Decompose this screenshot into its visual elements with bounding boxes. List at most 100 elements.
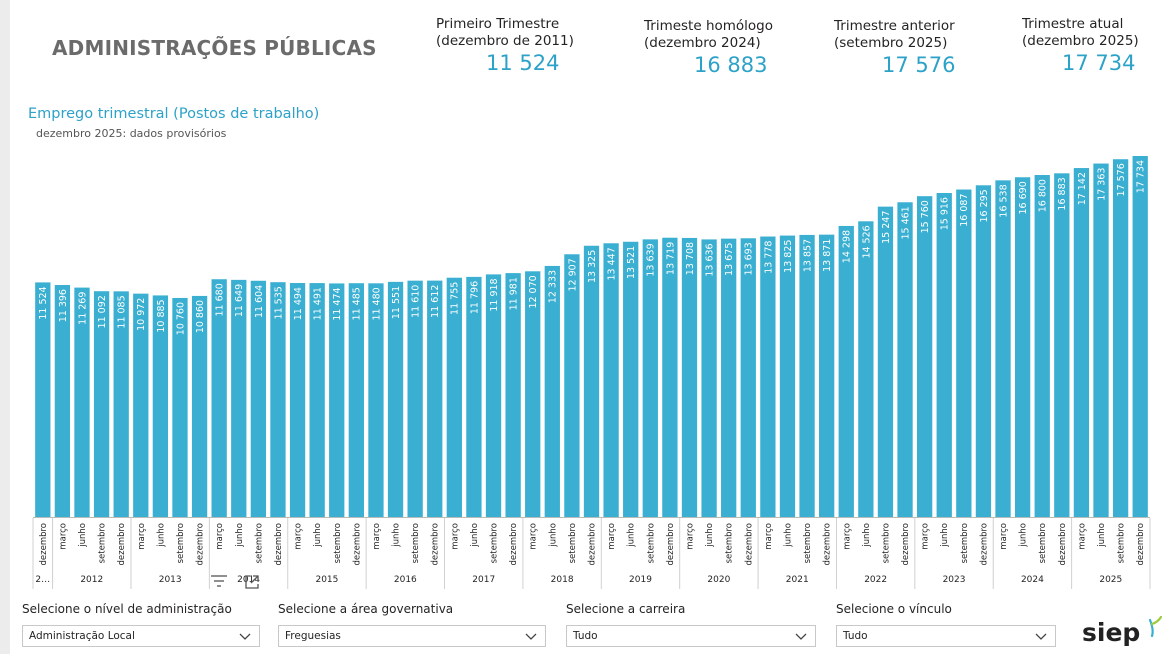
bar[interactable] xyxy=(35,282,51,517)
bar[interactable] xyxy=(133,293,149,517)
bar[interactable] xyxy=(1093,163,1109,518)
bar[interactable] xyxy=(407,280,423,517)
bar[interactable] xyxy=(858,221,874,518)
quarter-label: junho xyxy=(627,523,637,548)
quarter-label: março xyxy=(294,523,304,550)
quarter-label: dezembro xyxy=(823,523,833,566)
bar[interactable] xyxy=(819,234,835,517)
bar[interactable] xyxy=(956,189,972,517)
bar[interactable] xyxy=(1034,175,1050,517)
bar[interactable] xyxy=(329,283,345,517)
bar[interactable] xyxy=(466,276,482,517)
bar[interactable] xyxy=(191,295,208,517)
bar[interactable] xyxy=(289,283,306,517)
bar[interactable] xyxy=(152,295,169,517)
bar-value-label: 11 474 xyxy=(332,287,343,320)
bar[interactable] xyxy=(838,225,854,517)
bar[interactable] xyxy=(799,234,815,518)
bar[interactable] xyxy=(54,285,71,517)
bar[interactable] xyxy=(897,202,913,517)
bar[interactable] xyxy=(348,283,364,517)
bar[interactable] xyxy=(505,273,521,517)
bar[interactable] xyxy=(1073,168,1090,518)
kpi-card-current-quarter: Trimestre atual (dezembro 2025) 17 734 xyxy=(1022,16,1139,75)
bar-value-label: 11 494 xyxy=(293,287,304,320)
focus-mode-icon[interactable] xyxy=(244,574,260,590)
bar[interactable] xyxy=(1112,159,1129,517)
bar[interactable] xyxy=(583,245,600,517)
page-title: ADMINISTRAÇÕES PÚBLICAS xyxy=(52,36,377,60)
bar-value-label: 12 070 xyxy=(528,275,539,308)
bar-value-label: 10 972 xyxy=(136,298,147,331)
bar[interactable] xyxy=(779,235,796,517)
siep-logo: siep xyxy=(1082,615,1163,647)
bar[interactable] xyxy=(995,180,1011,517)
bar[interactable] xyxy=(760,236,776,517)
bar-value-label: 11 480 xyxy=(371,287,382,320)
career-dropdown[interactable]: Tudo xyxy=(566,625,816,647)
bar[interactable] xyxy=(93,291,110,517)
governative-area-dropdown[interactable]: Freguesias xyxy=(278,625,546,647)
bar[interactable] xyxy=(250,280,267,517)
bar-value-label: 11 491 xyxy=(313,287,324,320)
filter-career: Selecione a carreira Tudo xyxy=(566,602,816,647)
quarter-label: junho xyxy=(940,523,950,548)
bar[interactable] xyxy=(113,291,129,517)
bar[interactable] xyxy=(270,282,286,517)
bar[interactable] xyxy=(740,238,756,517)
bar-value-label: 15 760 xyxy=(920,200,931,233)
year-label: 2022 xyxy=(864,575,887,585)
dropdown-value: Freguesias xyxy=(285,630,341,642)
bar[interactable] xyxy=(564,254,580,517)
bar[interactable] xyxy=(917,196,933,517)
year-label: 2013 xyxy=(159,575,182,585)
bar-value-label: 13 825 xyxy=(783,240,794,273)
bar[interactable] xyxy=(485,274,502,517)
bar[interactable] xyxy=(1014,177,1031,517)
bar[interactable] xyxy=(721,238,737,517)
quarter-label: setembro xyxy=(881,523,891,563)
bar-value-label: 11 485 xyxy=(352,287,363,320)
bar-value-label: 17 734 xyxy=(1136,160,1147,193)
quarter-label: março xyxy=(215,523,225,550)
bar[interactable] xyxy=(211,279,227,517)
admin-level-dropdown[interactable]: Administração Local xyxy=(22,625,260,647)
bar[interactable] xyxy=(446,277,462,517)
bar[interactable] xyxy=(525,271,541,517)
quarter-label: junho xyxy=(156,523,166,548)
year-label: 2016 xyxy=(394,575,417,585)
bar[interactable] xyxy=(231,279,247,517)
bar[interactable] xyxy=(387,281,404,517)
bar[interactable] xyxy=(642,239,658,518)
bond-dropdown[interactable]: Tudo xyxy=(836,625,1056,647)
kpi-sublabel: (dezembro 2025) xyxy=(1022,33,1139,49)
quarter-label: junho xyxy=(783,523,793,548)
bar[interactable] xyxy=(603,243,619,517)
bar[interactable] xyxy=(623,241,639,517)
dropdown-value: Tudo xyxy=(573,630,598,642)
bar-value-label: 12 907 xyxy=(567,258,578,291)
bar[interactable] xyxy=(172,297,188,517)
bar[interactable] xyxy=(936,193,952,517)
kpi-label: Primeiro Trimestre xyxy=(436,16,560,32)
kpi-label: Trimestre anterior xyxy=(834,18,955,34)
quarter-label: dezembro xyxy=(1058,523,1068,566)
filter-label: Selecione a carreira xyxy=(566,602,686,616)
bar[interactable] xyxy=(975,185,992,518)
bar[interactable] xyxy=(1054,173,1070,517)
bar[interactable] xyxy=(877,206,894,517)
year-label: 2023 xyxy=(943,575,966,585)
filter-icon[interactable] xyxy=(210,574,228,588)
bar[interactable] xyxy=(74,287,90,517)
logo-text: siep xyxy=(1082,618,1140,647)
bar[interactable] xyxy=(309,283,325,517)
bar[interactable] xyxy=(701,239,717,518)
bar[interactable] xyxy=(681,237,698,517)
bar[interactable] xyxy=(544,265,560,517)
kpi-card-first-quarter: Primeiro Trimestre (dezembro de 2011) 11… xyxy=(436,16,574,75)
bar[interactable] xyxy=(662,237,678,518)
bar[interactable] xyxy=(368,283,384,517)
bar[interactable] xyxy=(1132,156,1148,517)
bar[interactable] xyxy=(427,280,443,517)
filter-label: Selecione a área governativa xyxy=(278,602,454,616)
